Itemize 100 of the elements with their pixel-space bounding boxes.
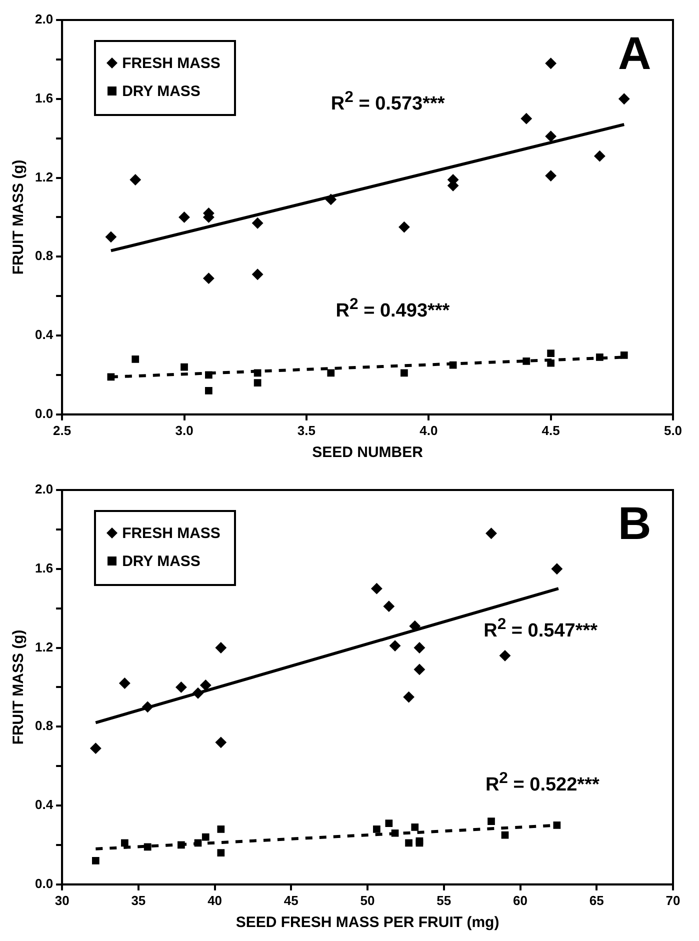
point [385, 820, 393, 827]
point [92, 857, 100, 864]
point [178, 841, 185, 849]
y-tick-label: 1.6 [34, 90, 54, 106]
legend-label: DRY MASS [122, 553, 200, 570]
y-tick-label: 0.0 [34, 876, 54, 891]
point [130, 174, 141, 186]
y-tick-label: 0.8 [34, 718, 54, 734]
y-tick-label: 1.6 [34, 560, 54, 576]
point [178, 212, 190, 223]
point [620, 352, 628, 359]
point [547, 359, 554, 367]
point [325, 194, 336, 205]
point [501, 831, 509, 839]
point [205, 387, 212, 394]
x-tick-label: 50 [360, 892, 375, 908]
y-tick-label: 1.2 [34, 639, 54, 654]
point [618, 93, 630, 104]
annotation: A [618, 27, 652, 79]
point [405, 839, 412, 847]
point [383, 600, 394, 612]
x-tick-label: 4.0 [420, 422, 438, 438]
y-axis-title: FRUIT MASS (g) [10, 630, 28, 745]
x-tick-label: 3.0 [175, 422, 194, 438]
y-tick-label: 2.0 [34, 12, 54, 27]
point [176, 682, 187, 693]
point [254, 379, 262, 387]
point [205, 371, 212, 379]
point [551, 563, 562, 574]
point [488, 818, 495, 825]
point [180, 363, 188, 371]
point [522, 357, 530, 365]
point [414, 642, 425, 654]
point [486, 528, 497, 539]
y-tick-label: 0.8 [34, 248, 54, 264]
point [217, 826, 225, 833]
x-tick-label: 70 [666, 892, 680, 908]
point [371, 583, 382, 594]
x-axis-title: SEED FRESH MASS PER FRUIT (mg) [236, 914, 500, 932]
point [547, 350, 554, 357]
x-tick-label: 35 [131, 892, 146, 908]
point [449, 361, 457, 369]
point [594, 150, 606, 162]
y-tick-label: 2.0 [34, 482, 54, 497]
point [144, 843, 152, 851]
annotation: R$^{2}$ = 0.522*** [485, 770, 600, 796]
x-tick-label: 30 [54, 892, 70, 908]
point [545, 58, 556, 69]
point [252, 268, 264, 280]
point [142, 701, 154, 712]
point [409, 620, 420, 632]
point [553, 822, 561, 829]
x-tick-label: 65 [589, 892, 604, 908]
x-tick-label: 3.5 [297, 422, 316, 438]
annotation: R$^{2}$ = 0.493*** [336, 296, 450, 322]
x-tick-label: 2.5 [53, 422, 72, 438]
point [373, 826, 380, 833]
x-tick-label: 4.5 [542, 422, 560, 438]
point [400, 369, 408, 377]
point [545, 170, 556, 182]
annotation: R$^{2}$ = 0.547*** [484, 616, 598, 642]
point [132, 356, 140, 363]
point [596, 354, 604, 361]
x-axis-title: SEED NUMBER [312, 444, 424, 462]
point [217, 849, 225, 857]
point [327, 369, 335, 377]
y-tick-label: 0.0 [34, 406, 54, 421]
point [215, 642, 226, 654]
point [215, 736, 226, 748]
point [545, 130, 556, 142]
point [121, 839, 128, 847]
point [203, 272, 214, 284]
y-tick-label: 0.4 [34, 327, 54, 342]
point [414, 664, 425, 675]
point [105, 231, 116, 242]
point [391, 829, 399, 837]
point [90, 742, 102, 754]
y-tick-label: 1.2 [34, 169, 54, 184]
legend-label: DRY MASS [122, 83, 200, 100]
point [411, 824, 419, 831]
y-axis-title: FRUIT MASS (g) [10, 160, 28, 275]
point [119, 678, 130, 689]
x-tick-label: 5.0 [664, 422, 682, 438]
annotation: B [618, 497, 652, 549]
legend-label: FRESH MASS [122, 55, 220, 72]
point [202, 833, 210, 841]
x-tick-label: 40 [208, 892, 222, 908]
point [252, 218, 264, 229]
point [499, 650, 510, 662]
x-tick-label: 60 [513, 892, 528, 908]
x-tick-label: 45 [284, 892, 298, 908]
point [390, 640, 401, 652]
x-tick-label: 55 [436, 892, 452, 908]
point [200, 680, 212, 691]
legend-label: FRESH MASS [122, 525, 220, 542]
point [398, 222, 410, 233]
y-tick-label: 0.4 [34, 797, 54, 812]
point [254, 369, 262, 377]
point [403, 692, 414, 703]
point [192, 688, 204, 699]
